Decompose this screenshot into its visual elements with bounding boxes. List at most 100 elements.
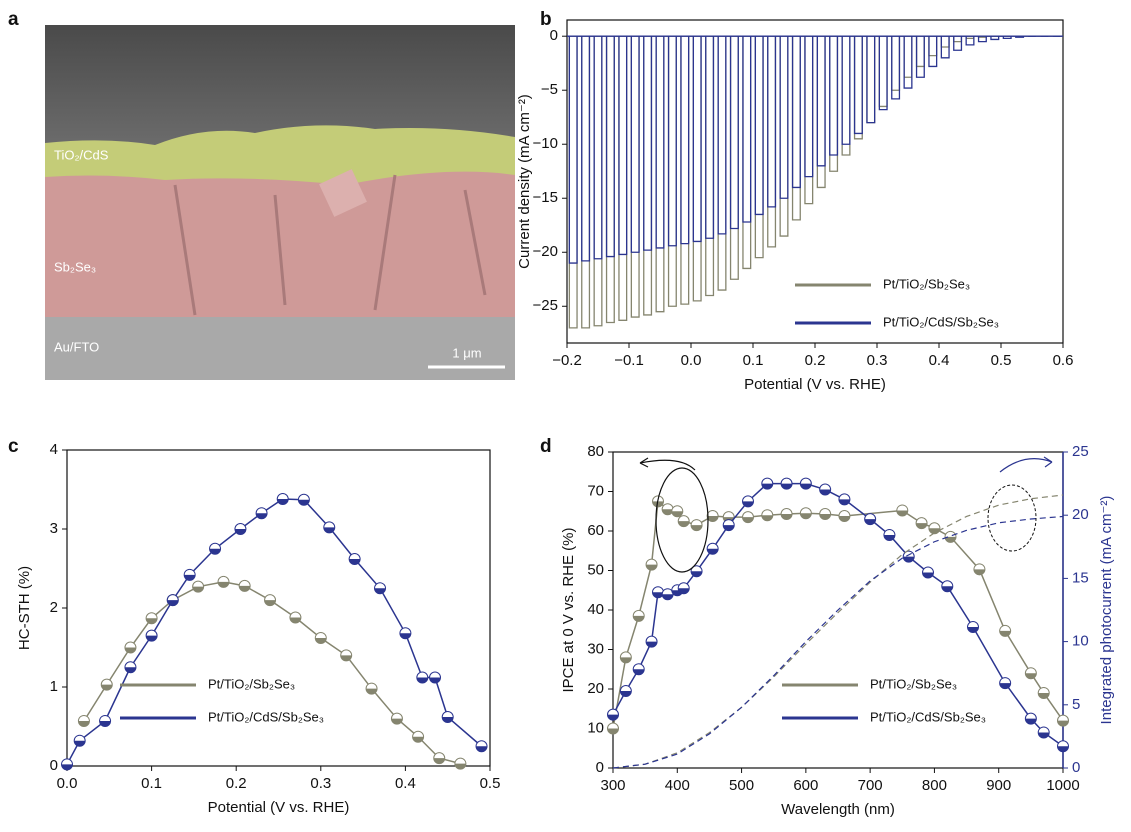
cumulative-line [612,494,1064,769]
data-point [661,503,674,516]
marker-fill [416,677,428,684]
data-point [761,477,774,490]
y-tick-label: 20 [587,680,604,697]
photocurrent-pulse [705,36,715,297]
annotation-ellipse [987,484,1037,552]
data-point [619,651,632,664]
marker-fill [289,617,301,623]
marker-fill [1025,718,1037,725]
y2-axis-label: Integrated photocurrent (mA cm⁻²) [1098,496,1115,725]
data-point [632,609,645,622]
x-axis-label: Wavelength (nm) [781,801,895,818]
x-tick-label: 0.1 [743,352,764,369]
data-point [429,671,442,684]
marker-fill [707,548,719,555]
photocurrent-pulse [717,36,727,291]
y-tick-label: 0 [596,759,604,776]
data-point [365,682,378,695]
marker-fill [374,588,386,594]
data-point [399,627,412,640]
data-point [742,495,754,508]
marker-fill [607,714,619,721]
marker-fill [264,600,276,606]
data-point [742,511,754,524]
marker-fill [476,746,488,752]
x-tick-label: 500 [729,777,754,794]
marker-fill [124,647,136,654]
annotation-arrow [639,457,696,471]
photocurrent-pulse [779,36,789,199]
data-point [1057,714,1069,727]
data-point [255,507,268,520]
au-fto-layer [45,317,515,380]
photocurrent-pulse [841,36,851,145]
marker-fill [315,638,327,644]
marker-fill [412,736,424,743]
marker-fill [442,717,454,723]
marker-fill [349,559,361,565]
data-point [607,722,619,735]
marker-fill [633,615,645,622]
data-point [706,509,719,522]
photocurrent-pulse [680,36,690,305]
marker-fill [101,684,113,691]
marker-fill [607,728,619,734]
x-tick-label: 0.3 [310,775,331,792]
photocurrent-pulse [667,36,677,307]
data-point [999,677,1012,690]
data-point [475,740,488,753]
data-point [896,504,909,517]
marker-fill [74,740,86,747]
marker-fill [429,677,441,684]
marker-fill [781,483,793,490]
marker-fill [146,635,158,642]
data-point [671,505,684,518]
x-tick-label: 0.2 [805,352,826,369]
photocurrent-pulse [940,36,950,59]
data-point [192,580,205,593]
cumulative-line [612,515,1064,769]
marker-fill [742,501,754,507]
photocurrent-pulse [791,36,801,189]
x-tick-label: 900 [986,777,1011,794]
y2-tick-label: 15 [1072,569,1089,586]
photocurrent-pulse [853,36,863,135]
data-point [73,734,86,747]
data-point [412,730,425,743]
photocurrent-pulse [593,36,603,260]
marker-fill [234,529,246,535]
x-tick-label: 0.6 [1053,352,1074,369]
data-point [314,632,327,645]
data-point [124,661,137,674]
marker-fill [184,574,196,581]
legend-label: Pt/TiO₂/CdS/Sb₂Se₃ [883,314,999,329]
data-point [217,575,230,588]
photocurrent-pulse [680,36,690,245]
photocurrent-pulse [965,36,975,46]
legend-label: Pt/TiO₂/Sb₂Se₃ [870,676,957,691]
data-point [619,684,632,697]
series-line [612,499,1064,729]
photocurrent-pulse [866,36,876,124]
marker-fill [819,514,831,520]
x-tick-label: 0.0 [57,775,78,792]
data-point [323,521,336,534]
data-point [677,582,690,595]
layer-label: Au/FTO [54,339,99,354]
marker-fill [298,499,310,506]
x-tick-label: 0.3 [867,352,888,369]
photocurrent-pulse [891,36,901,100]
data-point [690,565,703,578]
photocurrent-pulse [928,36,938,68]
series-line [83,581,461,765]
photocurrent-pulse [655,36,665,313]
data-point [944,530,957,543]
photocurrent-pulse [953,36,963,43]
data-point [690,519,703,532]
photocurrent-pulse [643,36,653,316]
marker-fill [1057,720,1069,727]
photocurrent-pulse [630,36,640,253]
legend-label: Pt/TiO₂/Sb₂Se₃ [883,276,970,291]
photocurrent-pulse [878,36,888,111]
